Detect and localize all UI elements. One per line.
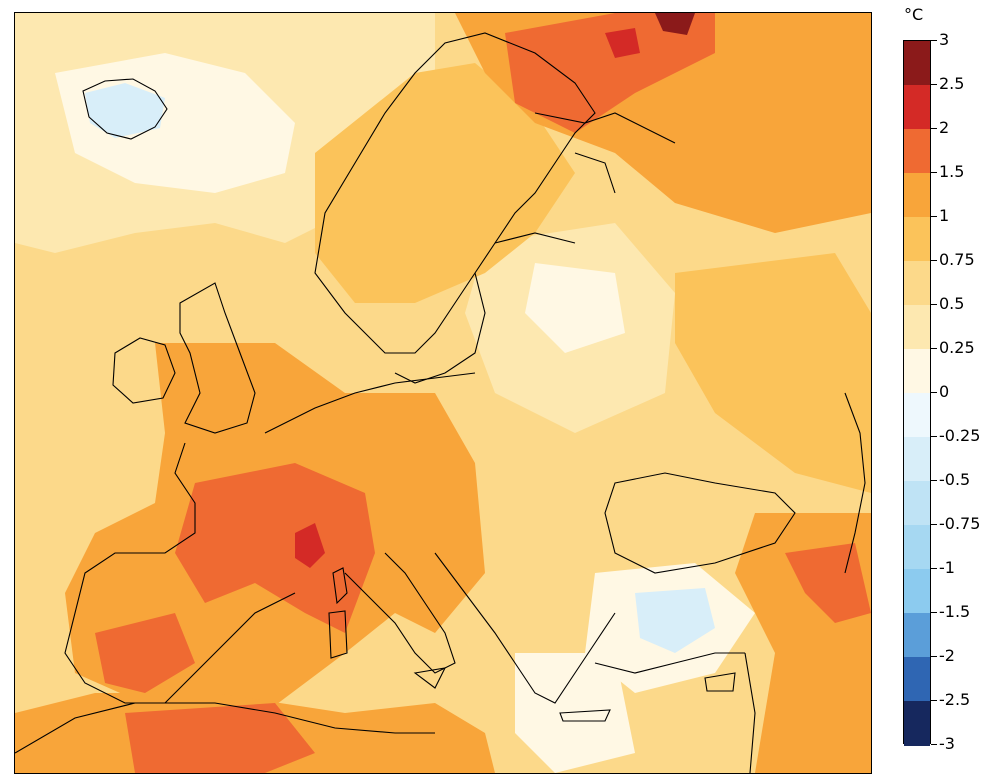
colorbar-tick: [931, 348, 937, 349]
colorbar-tick-label: 0: [939, 382, 950, 401]
coast-scandinavia: [314, 32, 596, 354]
region-aegean-pale: [515, 653, 635, 773]
colorbar-tick: [931, 656, 937, 657]
colorbar-tick: [931, 304, 937, 305]
colorbar-segment: [904, 41, 930, 86]
colorbar-tick-label: -2.5: [939, 690, 971, 709]
region-iceland-cool: [85, 83, 165, 138]
coast-russia-arctic: [534, 112, 676, 144]
colorbar-tick: [931, 744, 937, 745]
anomaly-map: [14, 12, 872, 774]
coast-iceland: [82, 78, 168, 140]
colorbar-tick-label: 0.5: [939, 294, 965, 313]
colorbar-segment: [904, 85, 930, 130]
coast-continental-north: [264, 372, 476, 434]
region-scandinavia-amber: [315, 63, 575, 303]
colorbar-tick: [931, 84, 937, 85]
colorbar-segment: [904, 349, 930, 394]
coast-sardinia: [328, 610, 348, 659]
region-alps-red: [295, 523, 325, 568]
coast-crete: [559, 709, 611, 722]
colorbar-tick-label: -0.5: [939, 470, 971, 489]
colorbar-segment: [904, 569, 930, 614]
colorbar-tick: [931, 568, 937, 569]
coast-white-sea: [574, 152, 616, 194]
region-kola-red: [605, 28, 640, 58]
colorbar-tick-label: -0.25: [939, 426, 981, 445]
colorbar-segment: [904, 261, 930, 306]
coast-cyprus: [704, 672, 736, 692]
region-iberia-hot: [95, 613, 195, 693]
region-arctic-darkred: [655, 13, 695, 35]
region-kola-hot: [505, 13, 715, 133]
region-north-africa-hot: [125, 703, 315, 773]
colorbar-tick: [931, 524, 937, 525]
coast-north-africa: [15, 702, 435, 754]
coastlines: [15, 32, 866, 773]
coast-turkey-south: [594, 652, 745, 674]
colorbar-tick: [931, 40, 937, 41]
coast-corsica: [332, 567, 348, 605]
coast-britain: [179, 282, 256, 434]
colorbar-tick-label: 1: [939, 206, 950, 225]
colorbar-segment: [904, 305, 930, 350]
colorbar-tick: [931, 436, 937, 437]
colorbar-tick: [931, 128, 937, 129]
colorbar-tick: [931, 260, 937, 261]
region-turkey-cool: [635, 588, 715, 653]
colorbar-tick-label: -1.5: [939, 602, 971, 621]
colorbar-tick: [931, 480, 937, 481]
colorbar: [903, 40, 931, 746]
coast-gulf-finland: [494, 232, 576, 244]
colorbar-segment: [904, 217, 930, 262]
map-canvas: [15, 13, 871, 773]
colorbar-tick-label: 1.5: [939, 162, 965, 181]
colorbar-tick-label: -0.75: [939, 514, 981, 533]
colorbar-tick: [931, 700, 937, 701]
colorbar-segment: [904, 481, 930, 526]
colorbar-segment: [904, 701, 930, 746]
coast-balkans: [434, 552, 616, 704]
colorbar-tick-label: -3: [939, 734, 955, 753]
region-east-pale: [525, 263, 625, 353]
region-east-russia-amber: [675, 253, 871, 493]
region-france-alps-hot: [175, 463, 375, 633]
colorbar-tick: [931, 612, 937, 613]
colorbar-segment: [904, 437, 930, 482]
coast-levant: [744, 652, 756, 773]
colorbar-segment: [904, 173, 930, 218]
coast-france-iberia: [64, 442, 296, 704]
colorbar-tick: [931, 216, 937, 217]
colorbar-unit: °C: [904, 5, 924, 24]
coast-caspian: [844, 392, 866, 574]
colorbar-segment: [904, 525, 930, 570]
colorbar-tick: [931, 392, 937, 393]
colorbar-tick-label: 3: [939, 30, 950, 49]
coast-ireland: [112, 337, 176, 404]
colorbar-tick-label: 0.75: [939, 250, 975, 269]
colorbar-tick-label: 0.25: [939, 338, 975, 357]
region-middle-east-hot: [785, 543, 871, 623]
colorbar-tick-label: -1: [939, 558, 955, 577]
colorbar-segment: [904, 657, 930, 702]
colorbar-segment: [904, 129, 930, 174]
coast-black-sea: [604, 472, 796, 574]
colorbar-tick: [931, 172, 937, 173]
colorbar-tick-label: -2: [939, 646, 955, 665]
colorbar-segment: [904, 613, 930, 658]
colorbar-segment: [904, 393, 930, 438]
colorbar-tick-label: 2: [939, 118, 950, 137]
colorbar-tick-label: 2.5: [939, 74, 965, 93]
coast-sicily: [413, 667, 446, 689]
